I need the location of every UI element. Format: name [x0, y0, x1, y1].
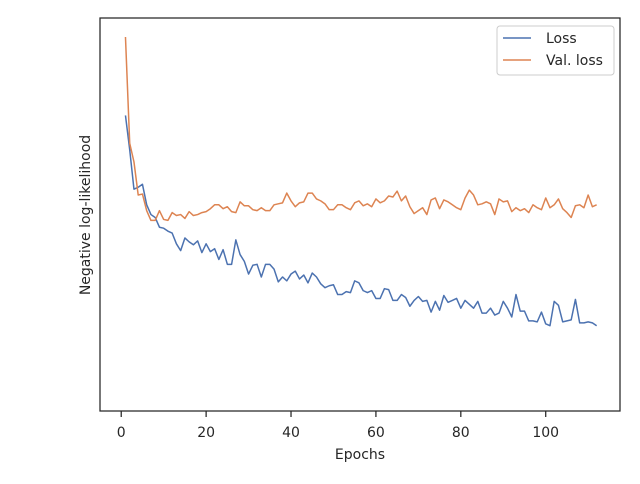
x-axis-label: Epochs [335, 447, 385, 463]
x-tick-label: 20 [197, 425, 215, 441]
series-line-loss [124, 115, 598, 327]
x-tick-label: 40 [282, 425, 300, 441]
x-axis-ticks: 0 20 40 60 80 100 [117, 411, 559, 441]
series-line-val-loss [124, 36, 597, 222]
legend-label-loss: Loss [546, 31, 577, 47]
y-axis-label: Negative log-likelihood [78, 135, 94, 295]
legend: Loss Val. loss [496, 25, 615, 76]
x-tick-label: 0 [117, 425, 126, 441]
x-tick-label: 60 [367, 425, 385, 441]
series-layer [124, 36, 598, 327]
legend-label-val-loss: Val. loss [546, 53, 603, 69]
plot-frame [99, 17, 621, 412]
x-tick-label: 100 [532, 425, 559, 441]
x-tick-label: 80 [452, 425, 470, 441]
